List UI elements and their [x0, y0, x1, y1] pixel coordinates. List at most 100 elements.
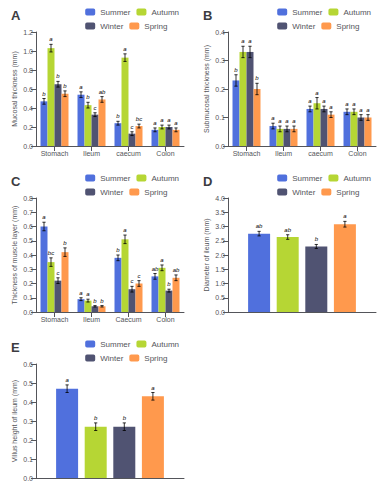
- svg-text:b: b: [234, 67, 238, 73]
- svg-text:3.0: 3.0: [215, 223, 225, 230]
- svg-text:b: b: [56, 73, 60, 79]
- svg-text:0.0: 0.0: [215, 309, 225, 316]
- svg-text:Stomach: Stomach: [233, 150, 261, 157]
- svg-text:Stomach: Stomach: [41, 150, 69, 157]
- svg-text:b: b: [116, 247, 120, 253]
- svg-text:Ileum: Ileum: [275, 150, 292, 157]
- svg-text:Summer: Summer: [292, 8, 323, 17]
- svg-text:Summer: Summer: [100, 340, 131, 349]
- svg-text:B: B: [203, 8, 212, 23]
- svg-text:Autumn: Autumn: [151, 8, 179, 17]
- svg-text:a: a: [285, 118, 289, 124]
- svg-text:Mucosal thickness (mm): Mucosal thickness (mm): [11, 51, 19, 126]
- svg-text:Colon: Colon: [348, 150, 366, 157]
- svg-text:0.0: 0.0: [23, 143, 33, 150]
- svg-text:c: c: [131, 278, 134, 284]
- svg-text:0.5: 0.5: [23, 237, 33, 244]
- svg-text:0.3: 0.3: [23, 418, 33, 425]
- svg-text:0.5: 0.5: [215, 294, 225, 301]
- svg-text:2.5: 2.5: [215, 237, 225, 244]
- svg-text:caecum: caecum: [116, 150, 141, 157]
- svg-text:a: a: [174, 120, 178, 126]
- svg-text:2.0: 2.0: [215, 252, 225, 259]
- svg-text:b: b: [315, 236, 319, 242]
- svg-text:0.8: 0.8: [23, 195, 33, 202]
- svg-text:Autumn: Autumn: [151, 340, 179, 349]
- svg-text:c: c: [94, 105, 97, 111]
- svg-text:c: c: [131, 124, 134, 130]
- svg-text:0.6: 0.6: [23, 361, 33, 368]
- svg-text:0.0: 0.0: [23, 309, 33, 316]
- svg-text:D: D: [203, 174, 212, 189]
- svg-text:Ileum: Ileum: [83, 150, 100, 157]
- svg-text:1.5: 1.5: [215, 266, 225, 273]
- svg-text:b: b: [94, 415, 98, 421]
- svg-text:a: a: [352, 101, 356, 107]
- svg-text:Winter: Winter: [100, 188, 123, 197]
- svg-text:A: A: [11, 8, 21, 23]
- svg-text:b: b: [93, 298, 97, 304]
- svg-text:b: b: [116, 113, 120, 119]
- svg-text:b: b: [167, 281, 171, 287]
- svg-text:0.0: 0.0: [215, 143, 225, 150]
- svg-text:Spring: Spring: [144, 188, 167, 197]
- svg-text:a: a: [248, 38, 252, 44]
- svg-text:a: a: [79, 84, 83, 90]
- svg-text:Summer: Summer: [292, 174, 323, 183]
- svg-text:3.5: 3.5: [215, 209, 225, 216]
- svg-text:Autumn: Autumn: [343, 8, 371, 17]
- svg-text:a: a: [42, 214, 46, 220]
- svg-text:0.2: 0.2: [23, 280, 33, 287]
- svg-text:a: a: [123, 46, 127, 52]
- svg-text:ab: ab: [99, 89, 106, 95]
- svg-text:0.2: 0.2: [23, 437, 33, 444]
- svg-text:a: a: [65, 377, 69, 383]
- svg-text:Summer: Summer: [100, 8, 131, 17]
- svg-text:C: C: [11, 174, 21, 189]
- svg-text:Diameter of ileum (mm): Diameter of ileum (mm): [203, 218, 211, 291]
- svg-text:0.4: 0.4: [215, 29, 225, 36]
- svg-text:bc: bc: [136, 116, 142, 122]
- svg-text:ab: ab: [173, 267, 180, 273]
- svg-text:0.5: 0.5: [23, 380, 33, 387]
- svg-text:0.6: 0.6: [23, 86, 33, 93]
- svg-text:Ileum: Ileum: [83, 316, 100, 323]
- svg-text:a: a: [292, 118, 296, 124]
- svg-text:4.0: 4.0: [215, 195, 225, 202]
- svg-text:Stomach: Stomach: [41, 316, 69, 323]
- svg-text:b: b: [86, 94, 90, 100]
- svg-text:caecum: caecum: [308, 150, 333, 157]
- svg-text:Colon: Colon: [156, 150, 174, 157]
- svg-text:b: b: [42, 91, 46, 97]
- svg-text:a: a: [329, 104, 333, 110]
- svg-text:c: c: [57, 270, 60, 276]
- svg-text:0.2: 0.2: [215, 86, 225, 93]
- svg-text:b: b: [255, 75, 259, 81]
- svg-text:a: a: [366, 107, 370, 113]
- svg-text:0.1: 0.1: [23, 456, 33, 463]
- svg-text:a: a: [160, 257, 164, 263]
- svg-text:b: b: [63, 240, 67, 246]
- svg-text:a: a: [49, 36, 53, 42]
- svg-text:a: a: [153, 120, 157, 126]
- svg-text:a: a: [160, 117, 164, 123]
- svg-text:Submucosal thickness (mm): Submucosal thickness (mm): [203, 45, 211, 133]
- svg-text:Colon: Colon: [156, 316, 174, 323]
- svg-text:0.0: 0.0: [23, 475, 33, 482]
- svg-text:ab: ab: [152, 266, 159, 272]
- svg-text:1.2: 1.2: [23, 29, 33, 36]
- svg-text:a: a: [359, 107, 363, 113]
- svg-text:Caecum: Caecum: [115, 316, 141, 323]
- svg-text:a: a: [322, 98, 326, 104]
- svg-text:Spring: Spring: [336, 22, 359, 31]
- svg-text:a: a: [167, 117, 171, 123]
- svg-text:Villus height of ileum (mm): Villus height of ileum (mm): [11, 380, 19, 462]
- svg-text:0.8: 0.8: [23, 67, 33, 74]
- svg-text:Winter: Winter: [100, 22, 123, 31]
- svg-text:0.4: 0.4: [23, 252, 33, 259]
- svg-text:b: b: [63, 83, 67, 89]
- svg-text:0.7: 0.7: [23, 209, 33, 216]
- svg-text:Summer: Summer: [100, 174, 131, 183]
- svg-text:a: a: [271, 115, 275, 121]
- svg-text:0.4: 0.4: [23, 399, 33, 406]
